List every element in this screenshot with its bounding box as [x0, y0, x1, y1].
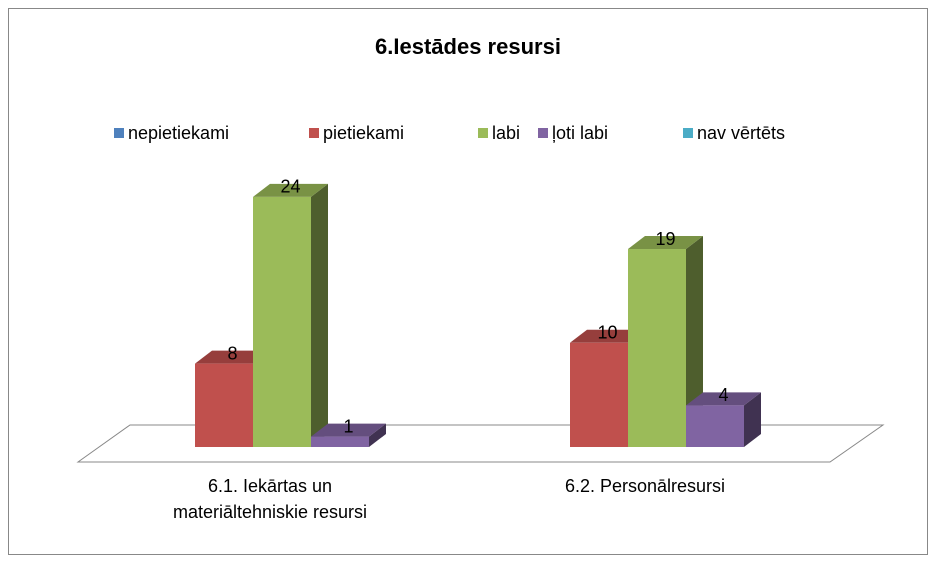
legend-swatch [478, 128, 488, 138]
x-tick-label: 6.1. Iekārtas un materiāltehniskie resur… [172, 476, 368, 522]
bar-side [744, 392, 761, 447]
bar-top [195, 350, 270, 364]
legend-swatch [114, 128, 124, 138]
legend-label: labi [492, 123, 520, 143]
legend-swatch [683, 128, 693, 138]
legend-label: pietiekami [323, 123, 404, 143]
data-label: 24 [280, 177, 300, 197]
data-label: 8 [227, 343, 237, 363]
bar-top [628, 236, 703, 250]
bar-top [686, 392, 761, 406]
bar [253, 196, 311, 447]
bar [570, 342, 628, 447]
bar-side [311, 183, 328, 448]
legend-label: ļoti labi [552, 123, 608, 143]
bar-top [570, 329, 645, 343]
legend-label: nepietiekami [128, 123, 229, 143]
bar [195, 363, 253, 447]
data-label: 19 [655, 229, 675, 249]
bar-top [311, 423, 386, 437]
legend-swatch [538, 128, 548, 138]
data-label: 10 [597, 323, 617, 343]
data-label: 4 [718, 385, 728, 405]
chart-border [8, 8, 928, 555]
bar [311, 436, 369, 447]
legend-swatch [309, 128, 319, 138]
bar-side [369, 423, 386, 447]
data-label: 1 [343, 416, 353, 436]
bar-top [253, 183, 328, 197]
bar [628, 249, 686, 447]
bar [686, 405, 744, 447]
chart-title: 6.Iestādes resursi [375, 34, 561, 59]
bar-side [686, 236, 703, 447]
x-tick-label: 6.2. Personālresursi [564, 476, 726, 496]
legend-label: nav vērtēts [697, 123, 785, 143]
